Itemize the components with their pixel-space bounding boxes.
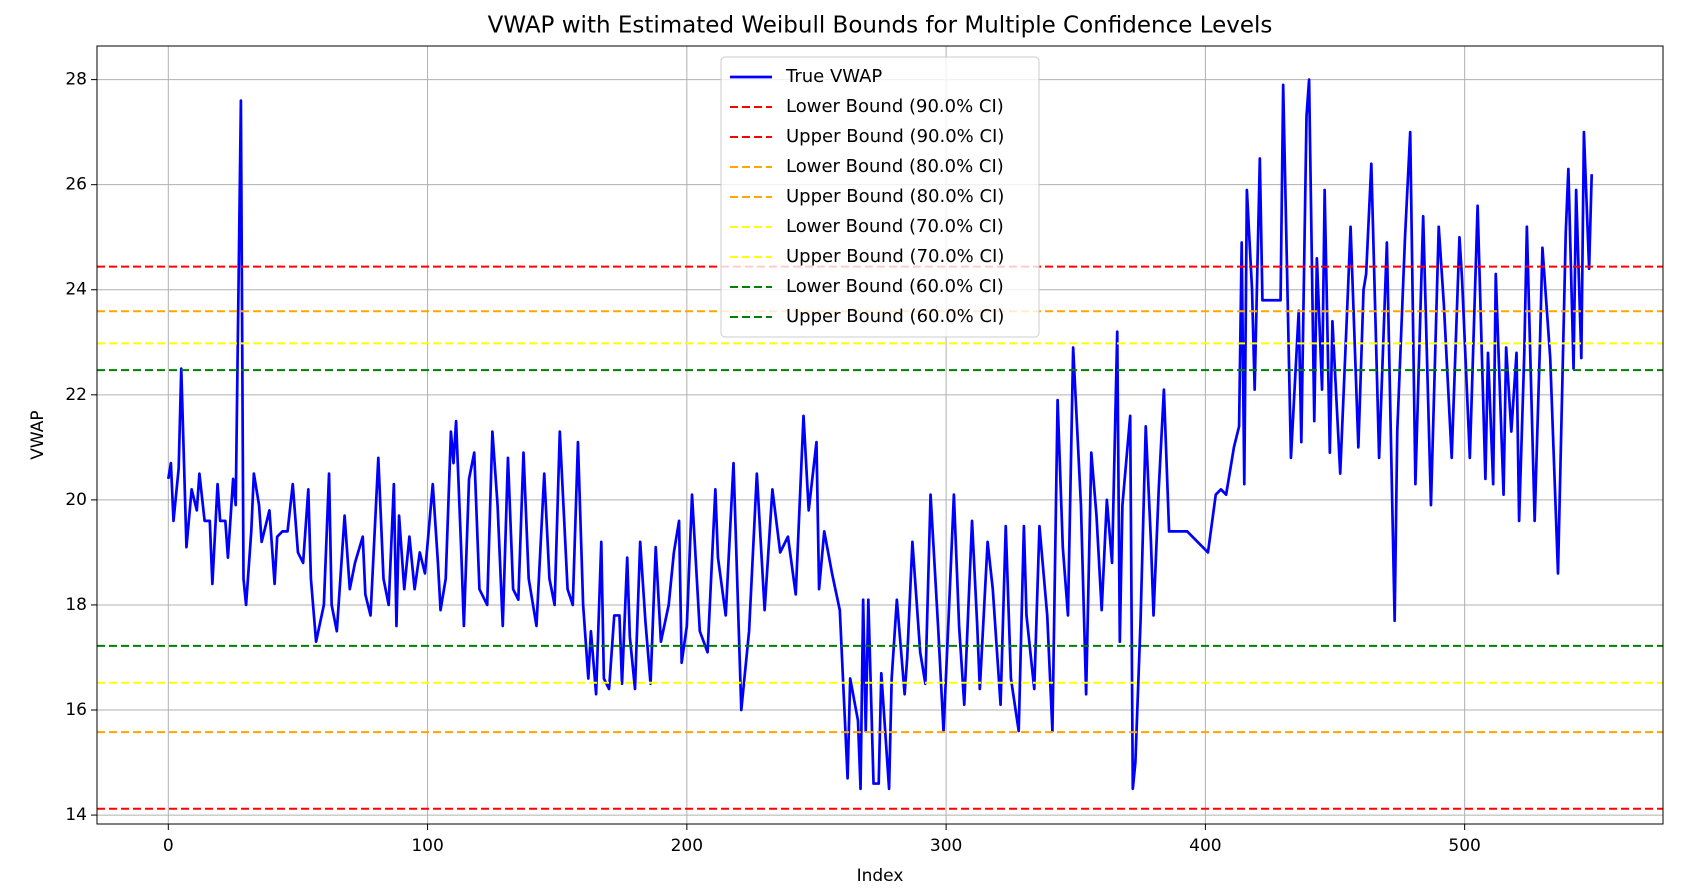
legend-label: Lower Bound (70.0% CI) — [786, 216, 1004, 237]
x-tick-label: 500 — [1448, 836, 1480, 856]
legend-label: Upper Bound (60.0% CI) — [786, 306, 1004, 327]
legend-label: Lower Bound (90.0% CI) — [786, 96, 1004, 117]
y-tick-label: 24 — [65, 280, 87, 300]
y-tick-label: 26 — [65, 175, 87, 195]
y-tick-label: 20 — [65, 490, 87, 510]
chart-title: VWAP with Estimated Weibull Bounds for M… — [488, 13, 1273, 39]
legend-label: Upper Bound (80.0% CI) — [786, 186, 1004, 207]
x-tick-label: 400 — [1189, 836, 1221, 856]
y-tick-label: 14 — [65, 805, 87, 825]
x-tick-label: 200 — [671, 836, 703, 856]
legend-label: Lower Bound (80.0% CI) — [786, 156, 1004, 177]
x-tick-label: 0 — [163, 836, 174, 856]
legend-box — [720, 56, 1040, 338]
x-axis-label: Index — [857, 866, 904, 886]
data-line — [166, 78, 1594, 791]
y-tick-label: 28 — [65, 70, 87, 90]
plot-frame — [96, 45, 1664, 825]
y-axis-label: VWAP — [28, 410, 48, 459]
legend-label: Upper Bound (90.0% CI) — [786, 126, 1004, 147]
y-tick-label: 16 — [65, 700, 87, 720]
legend-label: True VWAP — [785, 66, 882, 87]
x-tick-label: 300 — [930, 836, 962, 856]
legend-label: Upper Bound (70.0% CI) — [786, 246, 1004, 267]
x-tick-label: 100 — [411, 836, 443, 856]
legend-label: Lower Bound (60.0% CI) — [786, 276, 1004, 297]
y-tick-label: 22 — [65, 385, 87, 405]
y-tick-label: 18 — [65, 595, 87, 615]
